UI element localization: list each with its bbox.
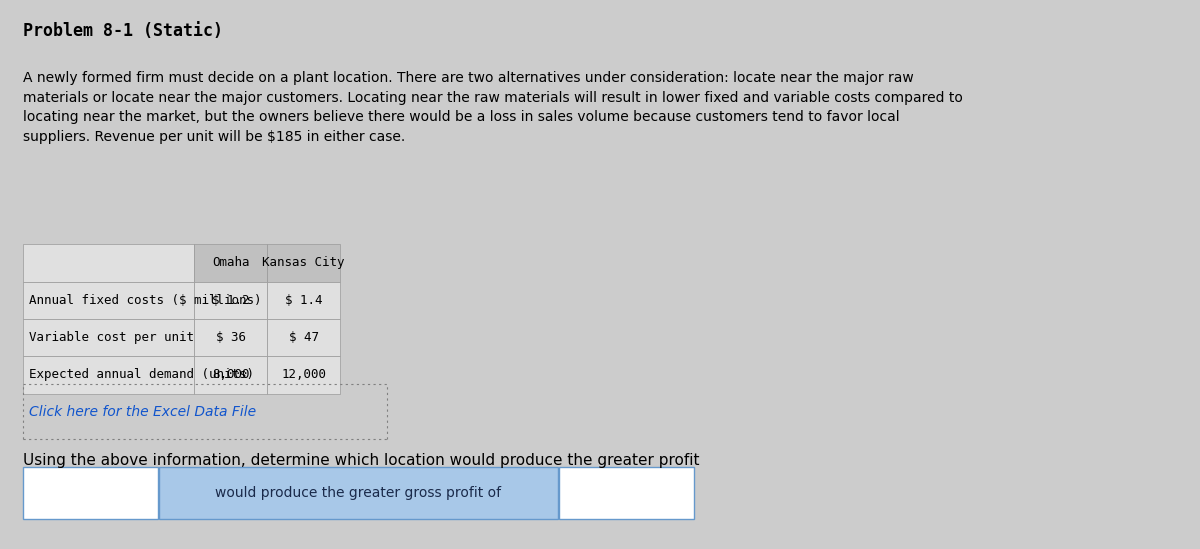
Text: 12,000: 12,000 <box>281 368 326 382</box>
FancyBboxPatch shape <box>24 356 194 394</box>
FancyBboxPatch shape <box>194 319 268 356</box>
Text: Variable cost per unit: Variable cost per unit <box>29 331 194 344</box>
Text: Omaha: Omaha <box>212 256 250 270</box>
FancyBboxPatch shape <box>24 467 158 519</box>
Text: $ 1.4: $ 1.4 <box>284 294 323 307</box>
FancyBboxPatch shape <box>194 282 268 319</box>
Text: Problem 8-1 (Static): Problem 8-1 (Static) <box>24 22 223 40</box>
Text: A newly formed firm must decide on a plant location. There are two alternatives : A newly formed firm must decide on a pla… <box>24 71 964 144</box>
Text: Annual fixed costs ($ millions): Annual fixed costs ($ millions) <box>29 294 262 307</box>
FancyBboxPatch shape <box>24 319 194 356</box>
FancyBboxPatch shape <box>160 467 558 519</box>
FancyBboxPatch shape <box>268 319 341 356</box>
FancyBboxPatch shape <box>24 244 194 282</box>
Text: $ 1.2: $ 1.2 <box>212 294 250 307</box>
Text: $ 36: $ 36 <box>216 331 246 344</box>
Text: 8,000: 8,000 <box>212 368 250 382</box>
Text: Kansas City: Kansas City <box>263 256 344 270</box>
Text: Expected annual demand (units): Expected annual demand (units) <box>29 368 254 382</box>
Text: $ 47: $ 47 <box>289 331 319 344</box>
Text: Using the above information, determine which location would produce the greater : Using the above information, determine w… <box>24 453 700 468</box>
Text: would produce the greater gross profit of: would produce the greater gross profit o… <box>216 486 502 500</box>
FancyBboxPatch shape <box>268 244 341 282</box>
Text: Click here for the Excel Data File: Click here for the Excel Data File <box>29 405 257 419</box>
FancyBboxPatch shape <box>268 356 341 394</box>
FancyBboxPatch shape <box>24 282 194 319</box>
FancyBboxPatch shape <box>559 467 694 519</box>
FancyBboxPatch shape <box>268 282 341 319</box>
FancyBboxPatch shape <box>194 244 268 282</box>
FancyBboxPatch shape <box>194 356 268 394</box>
